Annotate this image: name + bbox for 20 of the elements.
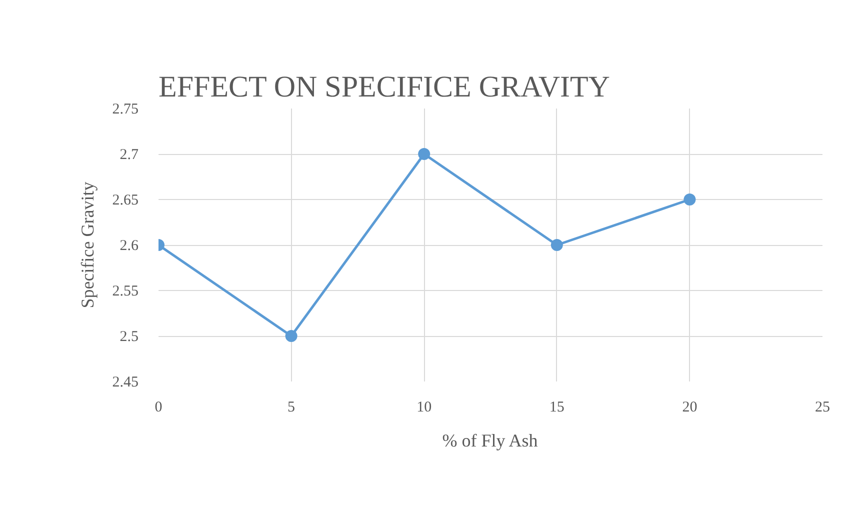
- point: [285, 330, 298, 342]
- y-tick-label: 2.45: [112, 374, 138, 390]
- x-tick-label: 5: [288, 400, 296, 416]
- x-axis-title: % of Fly Ash: [442, 430, 538, 450]
- y-tick-label: 2.5: [120, 329, 138, 345]
- point: [550, 239, 563, 251]
- chart-title: EFFECT ON SPECIFICE GRAVITY: [158, 70, 610, 104]
- y-tick-label: 2.65: [112, 192, 138, 208]
- y-axis-title: Specifice Gravity: [77, 182, 98, 308]
- x-tick-label: 15: [549, 400, 564, 416]
- y-tick-label: 2.55: [112, 284, 138, 300]
- x-tick-label: 10: [416, 400, 432, 416]
- point: [418, 148, 430, 160]
- y-tick-label: 2.6: [120, 238, 139, 254]
- y-tick-label: 2.75: [112, 102, 138, 118]
- point: [684, 194, 696, 206]
- x-tick-label: 25: [815, 400, 830, 416]
- y-tick-label: 2.7: [120, 147, 139, 163]
- x-tick-label: 20: [682, 400, 698, 416]
- x-tick-label: 0: [154, 400, 162, 416]
